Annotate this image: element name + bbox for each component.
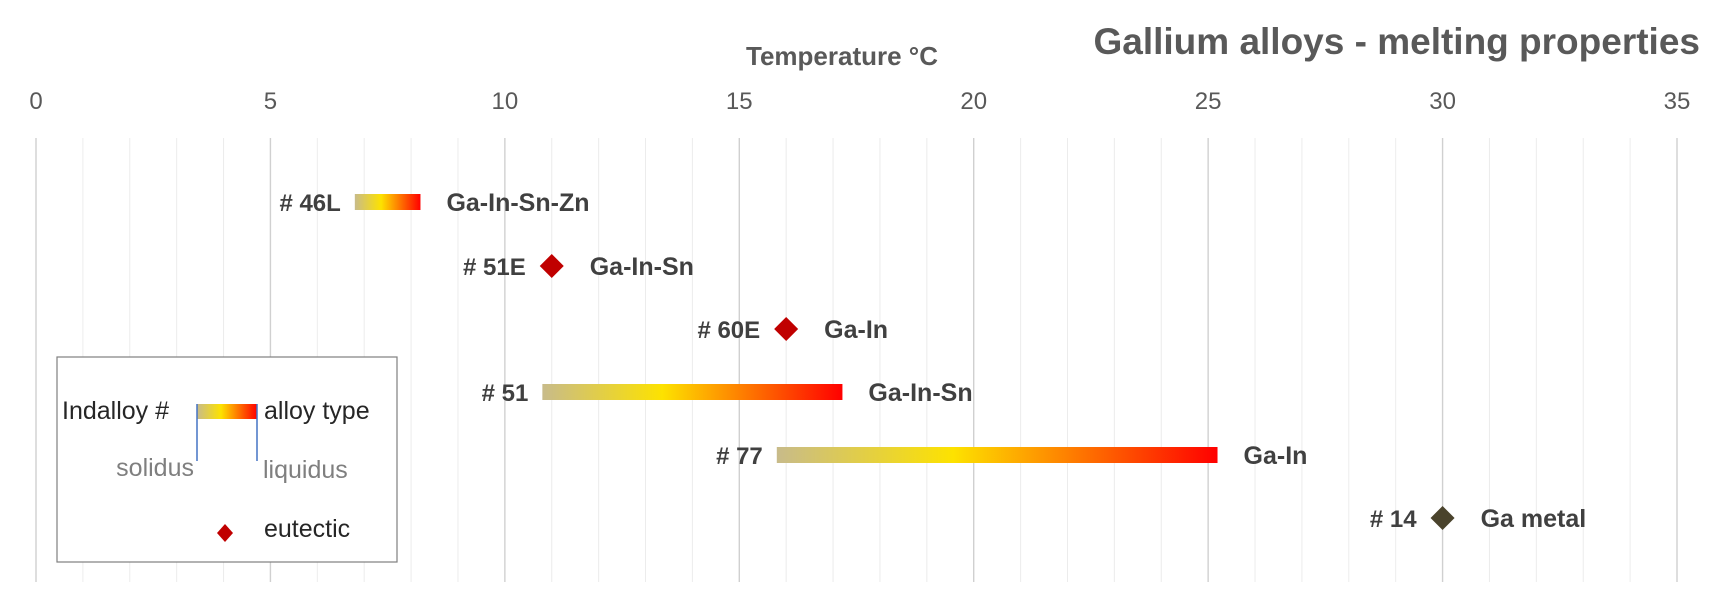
legend-id-label: Indalloy # [62, 397, 169, 425]
x-tick-label: 20 [960, 88, 987, 115]
data-marks: # 46L Ga-In-Sn-Zn # 51E Ga-In-Sn # 60E Ga-In #… [279, 189, 1586, 533]
x-tick-label: 25 [1195, 88, 1222, 115]
x-tick-label: 10 [492, 88, 519, 115]
alloy-type-label: Ga-In-Sn [590, 253, 694, 281]
legend-eutectic-label: eutectic [264, 515, 350, 543]
range-bar [776, 447, 1218, 463]
x-tick-label: 35 [1664, 88, 1691, 115]
alloy-type-label: Ga-In-Sn [868, 379, 972, 407]
x-axis-label: Temperature °C [746, 41, 938, 71]
legend-eutectic-marker [217, 524, 233, 542]
x-tick-label: 30 [1429, 88, 1456, 115]
range-bar [542, 384, 843, 400]
eutectic-marker [539, 254, 564, 278]
legend-liquidus-label: liquidus [263, 456, 348, 484]
x-tick-label: 15 [726, 88, 753, 115]
legend: Indalloy # alloy type solidus liquidus e… [56, 356, 398, 563]
alloy-id-label: # 14 [1370, 506, 1417, 533]
alloy-id-label: # 60E [697, 317, 760, 344]
range-bar [354, 194, 421, 210]
alloy-id-label: # 46L [279, 190, 340, 217]
grid [35, 138, 1678, 582]
alloy-id-label: # 77 [716, 443, 763, 470]
alloy-type-label: Ga-In [1244, 442, 1308, 470]
x-tick-label: 0 [29, 88, 42, 115]
alloy-id-label: # 51 [482, 380, 529, 407]
x-axis-ticks: 0 5 10 15 20 25 30 35 [29, 88, 1690, 115]
metal-marker [1430, 506, 1455, 530]
legend-solidus-label: solidus [116, 454, 194, 482]
eutectic-marker [774, 317, 799, 341]
legend-type-label: alloy type [264, 397, 370, 425]
x-tick-label: 5 [264, 88, 277, 115]
legend-range-bar [197, 404, 257, 419]
alloy-type-label: Ga-In-Sn-Zn [446, 189, 589, 217]
alloy-type-label: Ga metal [1481, 505, 1587, 533]
alloy-id-label: # 51E [463, 254, 526, 281]
alloy-type-label: Ga-In [824, 316, 888, 344]
chart-title: Gallium alloys - melting properties [1093, 21, 1700, 62]
